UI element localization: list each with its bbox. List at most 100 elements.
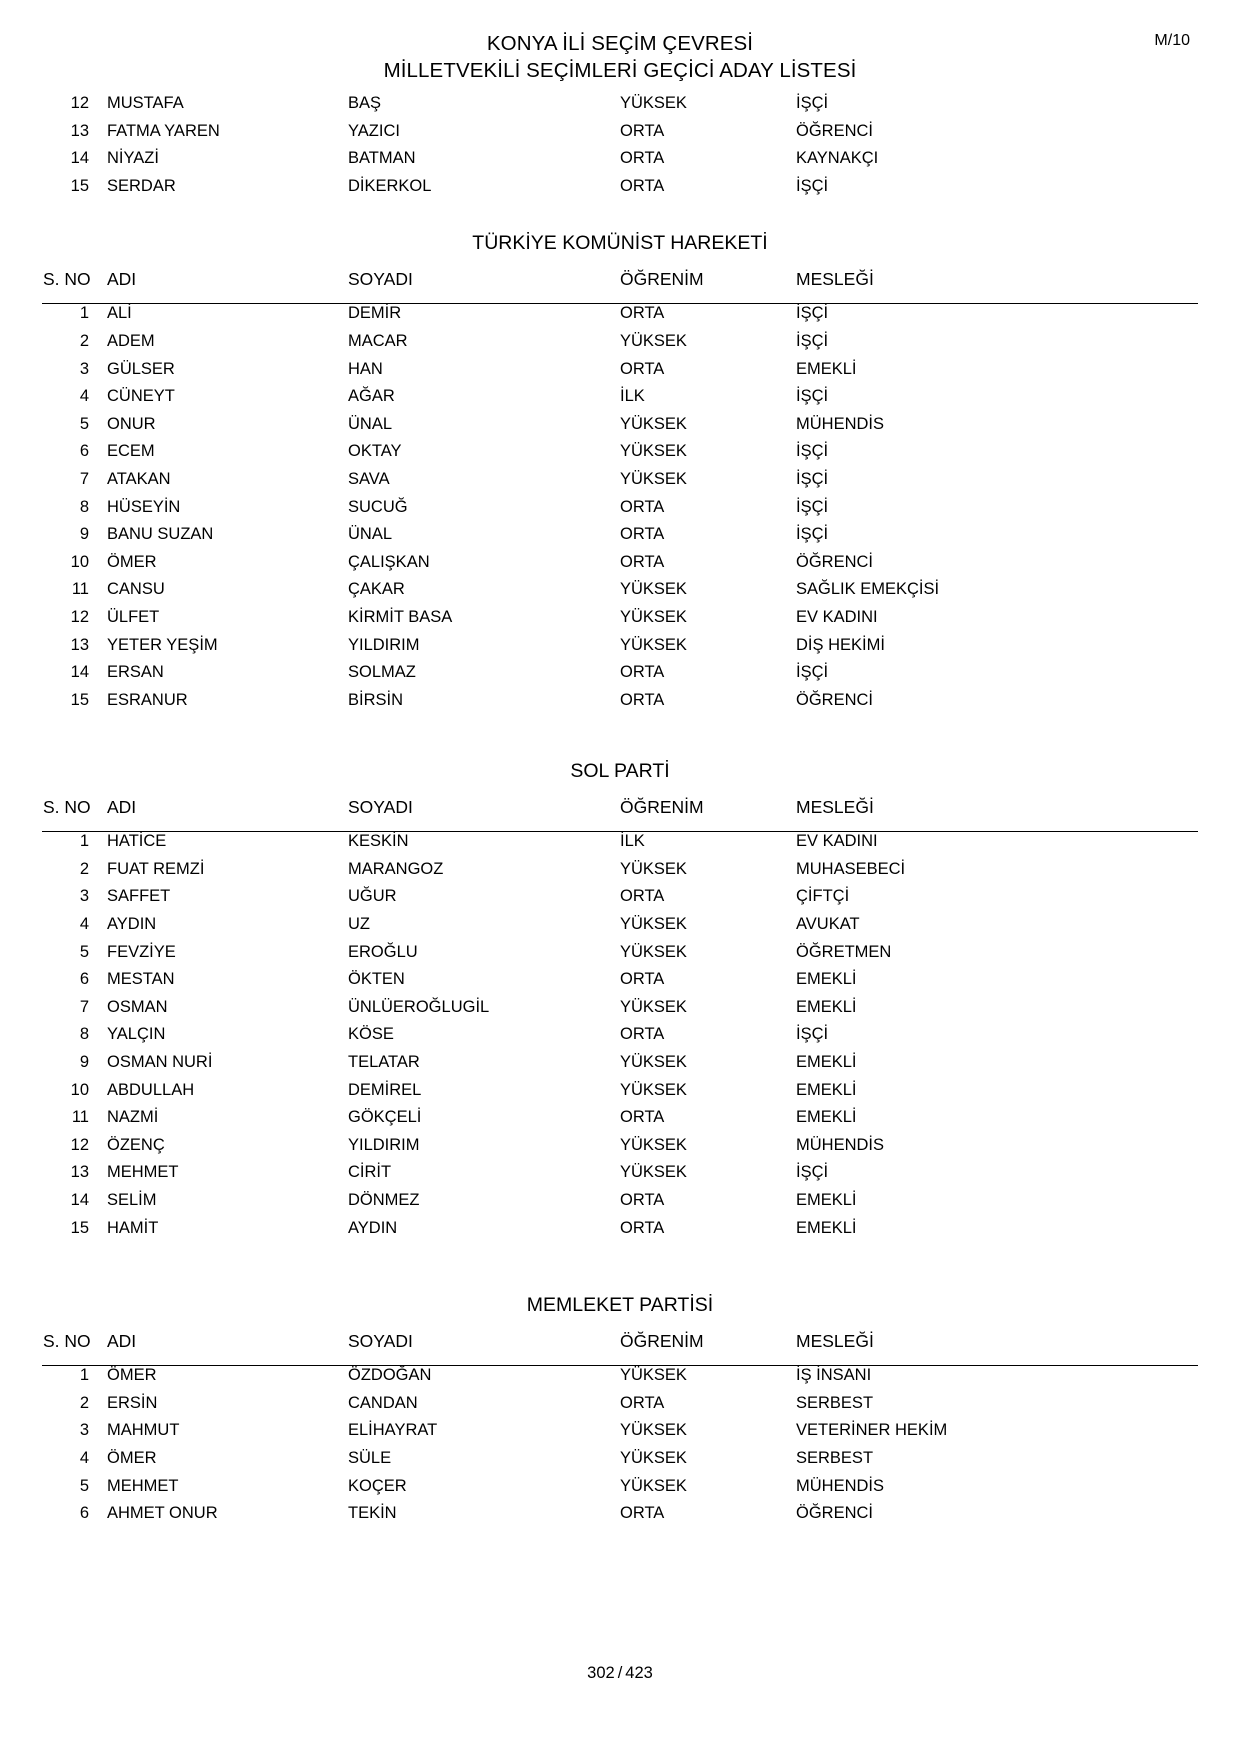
row-first-name: CANSU — [107, 580, 165, 599]
row-education: YÜKSEK — [620, 331, 687, 350]
row-order-number: 1 — [79, 832, 89, 851]
row-order-number: 12 — [70, 607, 89, 626]
footer-total-pages: 423 — [625, 1664, 653, 1682]
row-education: ORTA — [620, 552, 665, 571]
row-order-number: 8 — [79, 497, 89, 516]
table-row: 14 SELİM DÖNMEZ ORTA EMEKLİ — [42, 1191, 1198, 1219]
table-row: 12 ÜLFET KİRMİT BASA YÜKSEK EV KADINI — [42, 608, 1198, 636]
row-last-name: EROĞLU — [348, 942, 418, 961]
row-last-name: SOLMAZ — [348, 663, 416, 682]
row-order-number: 7 — [79, 469, 89, 488]
row-order-number: 5 — [79, 1476, 89, 1495]
row-first-name: NİYAZİ — [107, 149, 159, 168]
row-occupation: ÇİFTÇİ — [796, 887, 850, 906]
party-sections: TÜRKİYE KOMÜNİST HAREKETİ S. NO ADI SOYADI Ö… — [42, 232, 1198, 1531]
row-education: YÜKSEK — [620, 915, 687, 934]
table-row: 12 MUSTAFA BAŞ YÜKSEK İŞÇİ — [42, 94, 1198, 122]
row-education: YÜKSEK — [620, 1080, 687, 1099]
row-last-name: KİRMİT BASA — [348, 607, 453, 626]
table-row: 4 ÖMER SÜLE YÜKSEK SERBEST — [42, 1449, 1198, 1477]
table-row: 2 ADEM MACAR YÜKSEK İŞÇİ — [42, 332, 1198, 360]
column-header-occupation: MESLEĞİ — [796, 269, 1198, 305]
title-line-2: MİLLETVEKİLİ SEÇİMLERİ GEÇİCİ ADAY LİSTE… — [383, 59, 857, 82]
row-first-name: ONUR — [107, 414, 156, 433]
table-row: 6 ECEM OKTAY YÜKSEK İŞÇİ — [42, 442, 1198, 470]
row-order-number: 14 — [70, 1191, 89, 1209]
row-education: YÜKSEK — [620, 442, 687, 461]
row-last-name: ÜNAL — [348, 414, 393, 433]
row-order-number: 1 — [79, 1366, 89, 1385]
row-order-number: 11 — [71, 1108, 89, 1127]
table-row: 5 ONUR ÜNAL YÜKSEK MÜHENDİS — [42, 415, 1198, 443]
row-first-name: ALİ — [107, 304, 132, 323]
row-last-name: UZ — [348, 915, 370, 934]
row-occupation: ÖĞRETMEN — [796, 942, 892, 961]
row-order-number: 3 — [79, 887, 89, 906]
row-first-name: ECEM — [107, 442, 155, 461]
row-education: YÜKSEK — [620, 942, 687, 961]
footer-current-page: 302 — [587, 1664, 615, 1682]
row-first-name: FATMA YAREN — [107, 121, 220, 140]
column-header-no: S. NO — [42, 269, 100, 305]
party-title: MEMLEKET PARTİSİ — [526, 1294, 714, 1317]
row-first-name: MEHMET — [107, 1163, 179, 1182]
row-first-name: MESTAN — [107, 970, 175, 989]
row-education: ORTA — [620, 887, 665, 906]
table-row: 12 ÖZENÇ YILDIRIM YÜKSEK MÜHENDİS — [42, 1136, 1198, 1164]
row-last-name: YILDIRIM — [348, 635, 420, 654]
party-section: TÜRKİYE KOMÜNİST HAREKETİ S. NO ADI SOYADI Ö… — [42, 232, 1198, 718]
row-occupation: MUHASEBECİ — [796, 859, 906, 878]
row-order-number: 9 — [79, 1053, 89, 1072]
row-last-name: ÖZDOĞAN — [348, 1366, 432, 1385]
row-first-name: OSMAN NURİ — [107, 1053, 213, 1072]
row-first-name: YETER YEŞİM — [107, 635, 218, 654]
column-header-education: ÖĞRENİM — [620, 1331, 796, 1367]
column-header-occupation: MESLEĞİ — [796, 1331, 1198, 1367]
row-last-name: ELİHAYRAT — [348, 1421, 438, 1440]
row-occupation: İŞÇİ — [796, 525, 829, 544]
row-last-name: SAVA — [348, 469, 390, 488]
row-occupation: İŞÇİ — [796, 497, 829, 516]
row-occupation: ÖĞRENCİ — [796, 552, 874, 571]
table-row: 7 ATAKAN SAVA YÜKSEK İŞÇİ — [42, 470, 1198, 498]
row-occupation: İŞÇİ — [796, 331, 829, 350]
row-education: YÜKSEK — [620, 414, 687, 433]
table-row: 4 CÜNEYT AĞAR İLK İŞÇİ — [42, 387, 1198, 415]
row-last-name: ÇALIŞKAN — [348, 552, 430, 571]
row-last-name: CANDAN — [348, 1393, 418, 1412]
column-header-surname: SOYADI — [348, 1331, 620, 1367]
row-order-number: 8 — [79, 1025, 89, 1044]
party-section: SOL PARTİ S. NO ADI SOYADI ÖĞRENİM MESLEĞİ 1 HA… — [42, 760, 1198, 1246]
row-occupation: EV KADINI — [796, 832, 878, 851]
row-education: ORTA — [620, 1191, 665, 1209]
row-occupation: EMEKLİ — [796, 1053, 857, 1072]
row-last-name: BİRSİN — [348, 690, 404, 709]
row-order-number: 7 — [79, 997, 89, 1016]
row-occupation: İŞÇİ — [796, 94, 829, 112]
row-education: ORTA — [620, 149, 665, 168]
row-education: ORTA — [620, 970, 665, 989]
row-last-name: DEMİREL — [348, 1080, 422, 1099]
table-row: 6 MESTAN ÖKTEN ORTA EMEKLİ — [42, 970, 1198, 998]
candidate-table: S. NO ADI SOYADI ÖĞRENİM MESLEĞİ 1 HATİCE KESKİ… — [42, 797, 1198, 1246]
row-last-name: CİRİT — [348, 1163, 392, 1182]
column-header-surname: SOYADI — [348, 797, 620, 833]
row-last-name: ÜNAL — [348, 525, 393, 544]
table-row: 6 AHMET ONUR TEKİN ORTA ÖĞRENCİ — [42, 1504, 1198, 1532]
row-education: ORTA — [620, 304, 665, 323]
row-last-name: UĞUR — [348, 887, 397, 906]
row-last-name: HAN — [348, 359, 383, 378]
party-section: MEMLEKET PARTİSİ S. NO ADI SOYADI ÖĞRENİM MES… — [42, 1294, 1198, 1532]
row-first-name: YALÇIN — [107, 1025, 166, 1044]
row-first-name: ÖMER — [107, 1448, 157, 1467]
table-row: 11 CANSU ÇAKAR YÜKSEK SAĞLIK EMEKÇİSİ — [42, 580, 1198, 608]
table-row: 3 SAFFET UĞUR ORTA ÇİFTÇİ — [42, 887, 1198, 915]
row-education: İLK — [620, 832, 645, 851]
row-last-name: MACAR — [348, 331, 408, 350]
row-order-number: 13 — [70, 121, 89, 140]
row-occupation: İŞ İNSANI — [796, 1366, 872, 1385]
row-order-number: 14 — [70, 149, 89, 168]
continuation-table: 12 MUSTAFA BAŞ YÜKSEK İŞÇİ 13 FATMA YAREN YAZIC… — [42, 94, 1198, 204]
row-occupation: SAĞLIK EMEKÇİSİ — [796, 580, 940, 599]
row-order-number: 15 — [70, 176, 89, 195]
